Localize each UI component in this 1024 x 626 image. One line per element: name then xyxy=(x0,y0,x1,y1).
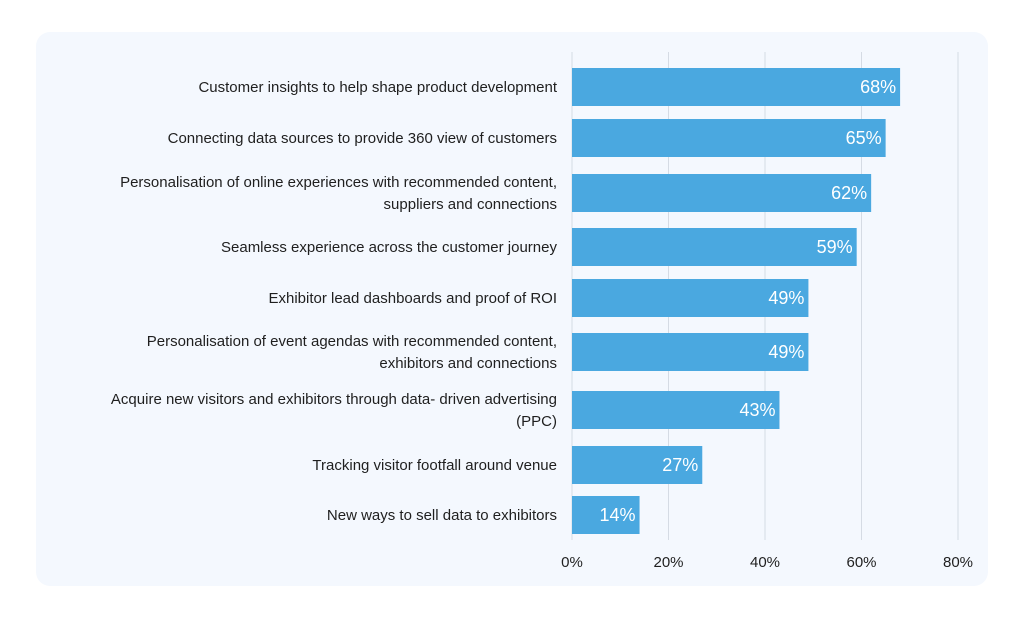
bar xyxy=(572,119,886,157)
x-tick-label: 40% xyxy=(750,554,780,571)
bar-value-label: 27% xyxy=(662,455,698,475)
category-label: Customer insights to help shape product … xyxy=(198,79,557,96)
category-label: exhibitors and connections xyxy=(379,355,557,372)
bar-value-label: 68% xyxy=(860,77,896,97)
x-tick-label: 0% xyxy=(561,554,583,571)
bar xyxy=(572,174,872,212)
bar-value-label: 49% xyxy=(768,288,804,308)
category-label: Seamless experience across the customer … xyxy=(221,239,557,256)
x-tick-label: 20% xyxy=(653,554,683,571)
bar-value-label: 62% xyxy=(831,183,867,203)
bar xyxy=(572,391,780,429)
bar xyxy=(572,446,703,484)
bar-value-label: 14% xyxy=(600,505,636,525)
x-tick-label: 60% xyxy=(846,554,876,571)
bar-value-label: 43% xyxy=(739,400,775,420)
category-label: Tracking visitor footfall around venue xyxy=(312,457,557,474)
bar-value-label: 49% xyxy=(768,342,804,362)
x-tick-label: 80% xyxy=(943,554,973,571)
category-label: suppliers and connections xyxy=(384,196,557,213)
category-label: Connecting data sources to provide 360 v… xyxy=(168,130,557,147)
bar-value-label: 65% xyxy=(846,128,882,148)
bar xyxy=(572,333,809,371)
category-label: Personalisation of online experiences wi… xyxy=(120,174,557,191)
category-label: Personalisation of event agendas with re… xyxy=(147,333,557,350)
bar xyxy=(572,496,640,534)
category-label: New ways to sell data to exhibitors xyxy=(327,507,557,524)
bar xyxy=(572,279,809,317)
bar-value-label: 59% xyxy=(817,237,853,257)
category-label: Exhibitor lead dashboards and proof of R… xyxy=(268,290,557,307)
bar xyxy=(572,68,901,106)
bar xyxy=(572,228,857,266)
category-label: Acquire new visitors and exhibitors thro… xyxy=(111,391,557,408)
category-label: (PPC) xyxy=(516,413,557,430)
